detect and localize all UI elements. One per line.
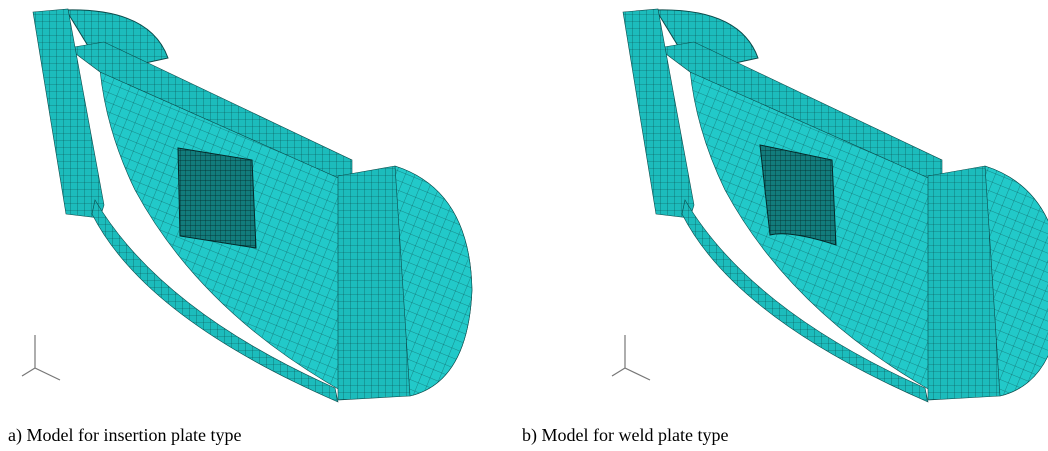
caption: a) Model for insertion plate type — [8, 425, 241, 446]
weld-plates — [760, 145, 836, 245]
panel-a: a) Model for insertion plate type — [8, 9, 472, 446]
insertion-plates — [178, 148, 256, 248]
figure: a) Model for insertion plate type b) Mod… — [0, 0, 1048, 451]
panel-b: b) Model for weld plate type — [522, 9, 1048, 446]
caption: b) Model for weld plate type — [522, 425, 728, 446]
